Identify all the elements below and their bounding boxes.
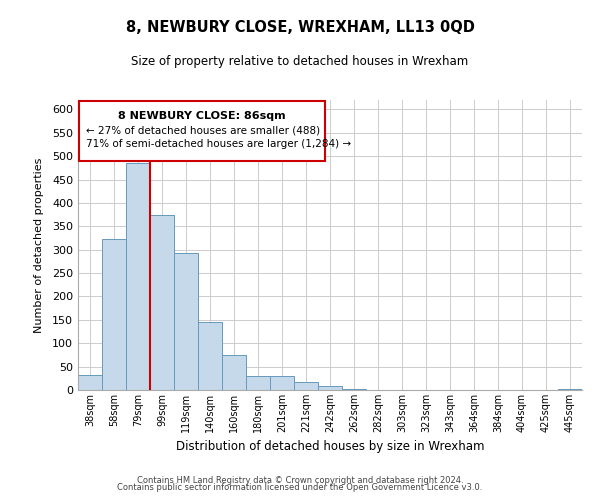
Bar <box>198 322 222 390</box>
FancyBboxPatch shape <box>79 101 325 161</box>
Bar <box>558 389 582 390</box>
X-axis label: Distribution of detached houses by size in Wrexham: Distribution of detached houses by size … <box>176 440 484 454</box>
Bar <box>318 386 342 390</box>
Y-axis label: Number of detached properties: Number of detached properties <box>34 158 44 332</box>
Bar <box>246 376 270 390</box>
Bar <box>174 254 198 390</box>
Text: Contains HM Land Registry data © Crown copyright and database right 2024.: Contains HM Land Registry data © Crown c… <box>137 476 463 485</box>
Text: 71% of semi-detached houses are larger (1,284) →: 71% of semi-detached houses are larger (… <box>86 140 352 149</box>
Bar <box>150 214 174 390</box>
Text: 8, NEWBURY CLOSE, WREXHAM, LL13 0QD: 8, NEWBURY CLOSE, WREXHAM, LL13 0QD <box>125 20 475 35</box>
Bar <box>78 375 102 390</box>
Bar <box>102 240 126 390</box>
Text: Size of property relative to detached houses in Wrexham: Size of property relative to detached ho… <box>131 55 469 68</box>
Text: ← 27% of detached houses are smaller (488): ← 27% of detached houses are smaller (48… <box>86 126 320 136</box>
Bar <box>342 389 366 390</box>
Bar <box>294 382 318 390</box>
Bar <box>222 355 246 390</box>
Bar <box>270 376 294 390</box>
Text: 8 NEWBURY CLOSE: 86sqm: 8 NEWBURY CLOSE: 86sqm <box>118 111 286 121</box>
Bar <box>126 163 150 390</box>
Text: Contains public sector information licensed under the Open Government Licence v3: Contains public sector information licen… <box>118 484 482 492</box>
